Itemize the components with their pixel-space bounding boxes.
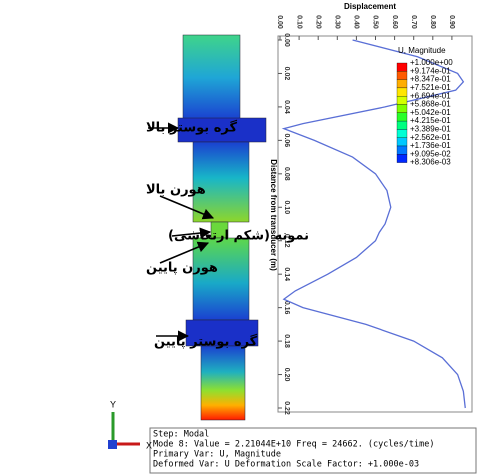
x-tick-label: 0.06 (283, 134, 290, 148)
legend-swatch (397, 63, 407, 71)
legend-swatch (397, 113, 407, 121)
y-tick-label: 0.90 (448, 15, 455, 29)
chart-title: Displacement (344, 2, 396, 11)
x-tick-label: 0.16 (283, 301, 290, 315)
x-axis-label: Distance from transducer (m) (269, 159, 278, 271)
legend-swatch (397, 105, 407, 113)
annotation: هورن پایین (146, 261, 218, 276)
x-tick-label: 0.14 (283, 267, 290, 281)
info-line: Deformed Var: U Deformation Scale Factor… (153, 460, 419, 470)
legend-label: +8.306e-03 (410, 158, 451, 167)
figure: Displacement 0.00 0.10 0.20 0.30 0.40 0.50 0.60… (0, 0, 478, 476)
legend-swatch (397, 96, 407, 104)
x-tick-label: 0.20 (283, 368, 290, 382)
triad-y: Y (110, 399, 116, 409)
y-tick-label: 0.40 (353, 15, 360, 29)
annotation: گره بوستر پایین (154, 334, 258, 350)
y-tick-label: 0.80 (429, 15, 436, 29)
annotation: هورن بالا (146, 183, 206, 198)
legend-swatch (397, 129, 407, 137)
page: {"chart_data": {"type": "line", "title":… (0, 0, 478, 476)
y-tick-label: 0.00 (276, 15, 283, 29)
y-tick-label: 0.20 (314, 15, 321, 29)
x-tick-label: 0.18 (283, 334, 290, 348)
x-tick-label: 0.22 (283, 401, 290, 415)
legend-swatch (397, 146, 407, 154)
x-tick-label: 0.02 (283, 67, 290, 81)
legend-swatch (397, 88, 407, 96)
y-tick-label: 0.50 (372, 15, 379, 29)
triad-x: X (146, 440, 152, 450)
legend-swatch (397, 154, 407, 162)
triad (108, 412, 140, 449)
y-tick-label: 0.10 (295, 15, 302, 29)
legend-swatch (397, 71, 407, 79)
info-line: Mode 8: Value = 2.21044E+10 Freq = 24662… (153, 440, 434, 450)
legend-swatch (397, 80, 407, 88)
legend-title: U, Magnitude (398, 46, 446, 55)
annotation: گره بوستر بالا (146, 120, 237, 136)
x-tick-label: 0.08 (283, 167, 290, 181)
legend-swatch (397, 138, 407, 146)
fea-model (178, 35, 266, 420)
x-tick-label: 0.04 (283, 100, 290, 114)
legend-swatch (397, 121, 407, 129)
annotation: نمونه (شکم ارتعاشی) (168, 229, 309, 244)
y-tick-label: 0.70 (410, 15, 417, 29)
x-tick-label: 0.00 (283, 33, 290, 47)
info-line: Step: Modal (153, 430, 209, 440)
y-tick-label: 0.30 (333, 15, 340, 29)
x-tick-label: 0.10 (283, 200, 290, 214)
info-line: Primary Var: U, Magnitude (153, 450, 281, 460)
y-tick-label: 0.60 (391, 15, 398, 29)
